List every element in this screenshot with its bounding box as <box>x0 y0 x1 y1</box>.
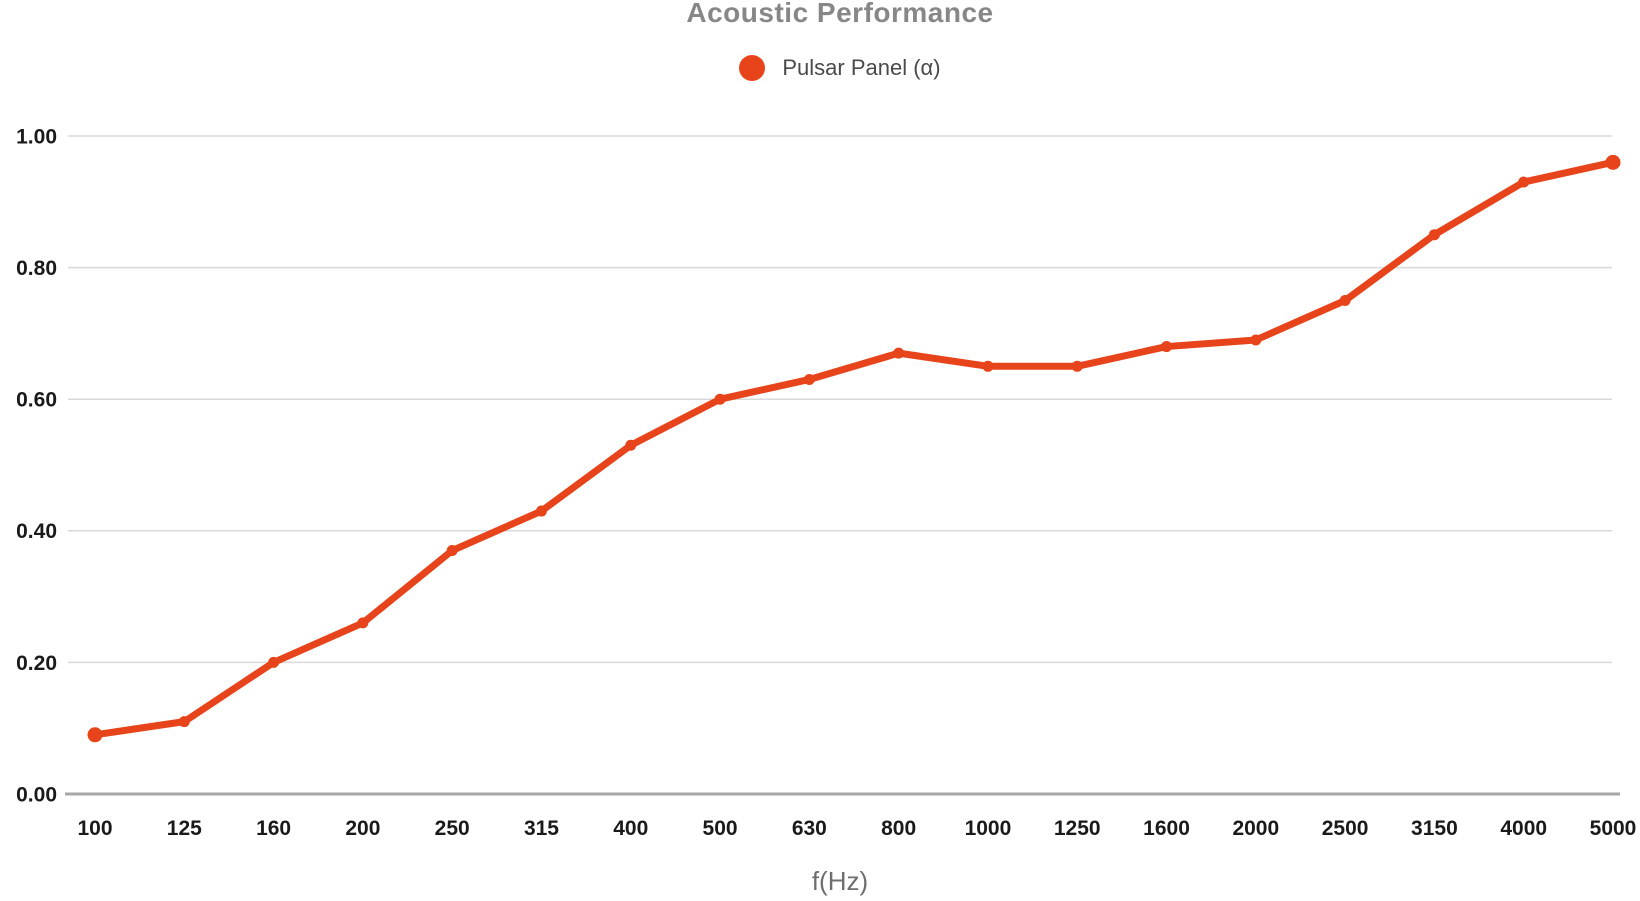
data-point <box>1071 360 1083 372</box>
x-tick-label: 2000 <box>1232 817 1279 840</box>
x-axis-title: f(Hz) <box>811 866 869 896</box>
x-tick-label: 3150 <box>1411 817 1458 840</box>
y-tick-label: 0.60 <box>16 389 57 412</box>
data-point <box>178 716 190 728</box>
data-point <box>535 505 547 517</box>
legend: Pulsar Panel (α) <box>68 52 1612 84</box>
y-tick-label: 1.00 <box>16 125 57 148</box>
y-tick-label: 0.40 <box>16 520 57 543</box>
legend-series-marker-icon <box>739 55 766 81</box>
x-tick-label: 800 <box>881 817 916 840</box>
data-point <box>446 545 458 557</box>
chart-title: Acoustic Performance <box>686 0 994 28</box>
data-point <box>1250 334 1262 346</box>
data-point <box>1161 341 1173 353</box>
data-point <box>803 373 815 385</box>
x-tick-label: 250 <box>435 817 470 840</box>
data-point <box>87 727 103 743</box>
x-tick-label: 1600 <box>1143 817 1190 840</box>
y-tick-label: 0.00 <box>16 783 57 806</box>
x-tick-label: 200 <box>345 817 380 840</box>
data-point <box>982 360 994 372</box>
x-tick-label: 5000 <box>1590 817 1637 840</box>
data-point <box>1428 229 1440 241</box>
x-tick-label: 125 <box>167 817 202 840</box>
data-point <box>268 656 280 668</box>
series-line <box>91 158 1617 739</box>
y-tick-label: 0.20 <box>16 652 57 675</box>
y-tick-label: 0.80 <box>16 257 57 280</box>
x-tick-label: 500 <box>703 817 738 840</box>
data-point <box>357 617 369 629</box>
data-point <box>893 347 905 359</box>
x-tick-label: 160 <box>256 817 291 840</box>
x-tick-label: 2500 <box>1322 817 1369 840</box>
x-tick-label: 1250 <box>1054 817 1101 840</box>
x-tick-label: 400 <box>613 817 648 840</box>
data-point <box>1605 154 1621 170</box>
legend-series-label: Pulsar Panel (α) <box>782 55 941 80</box>
data-point <box>1518 176 1530 188</box>
data-point <box>714 393 726 405</box>
data-point <box>1339 295 1351 306</box>
x-tick-label: 315 <box>524 817 559 840</box>
data-point <box>625 439 637 451</box>
x-tick-label: 630 <box>792 817 827 840</box>
x-tick-label: 100 <box>77 817 112 840</box>
x-tick-label: 4000 <box>1500 817 1547 840</box>
x-tick-label: 1000 <box>965 817 1012 840</box>
